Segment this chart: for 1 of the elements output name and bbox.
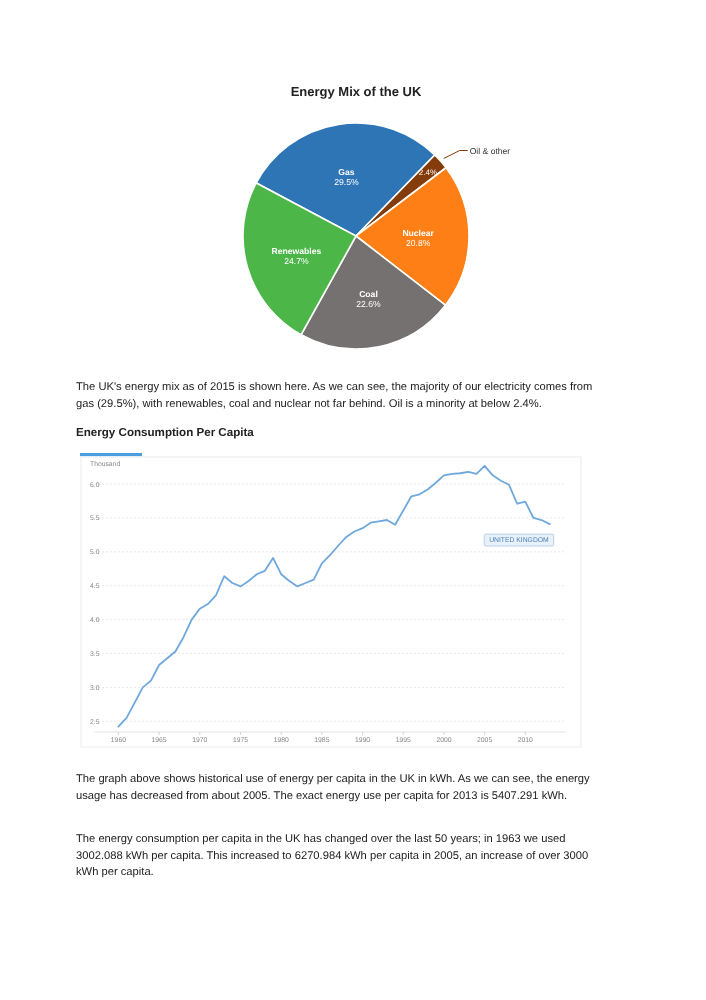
line-series	[117, 464, 551, 728]
